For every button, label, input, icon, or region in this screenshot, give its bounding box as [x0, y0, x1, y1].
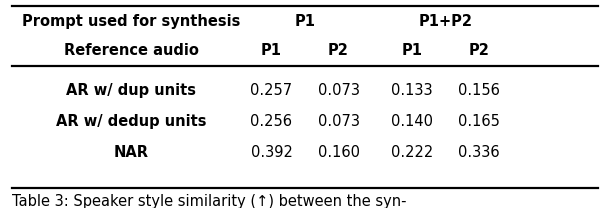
Text: AR w/ dup units: AR w/ dup units — [66, 83, 196, 98]
Text: 0.256: 0.256 — [251, 114, 292, 129]
Text: 0.156: 0.156 — [458, 83, 500, 98]
Text: 0.140: 0.140 — [391, 114, 432, 129]
Text: 0.336: 0.336 — [458, 145, 500, 160]
Text: NAR: NAR — [113, 145, 149, 160]
Text: P2: P2 — [468, 43, 489, 58]
Text: Reference audio: Reference audio — [63, 43, 199, 58]
Text: 0.160: 0.160 — [318, 145, 359, 160]
Text: P1: P1 — [401, 43, 422, 58]
Text: 0.165: 0.165 — [458, 114, 500, 129]
Text: 0.257: 0.257 — [250, 83, 293, 98]
Text: P2: P2 — [328, 43, 349, 58]
Text: P1+P2: P1+P2 — [418, 14, 472, 29]
Text: AR w/ dedup units: AR w/ dedup units — [56, 114, 206, 129]
Text: P1: P1 — [261, 43, 282, 58]
Text: Prompt used for synthesis: Prompt used for synthesis — [22, 14, 240, 29]
Text: 0.073: 0.073 — [318, 114, 359, 129]
Text: 0.133: 0.133 — [391, 83, 432, 98]
Text: 0.222: 0.222 — [390, 145, 433, 160]
Text: Table 3: Speaker style similarity (↑) between the syn-: Table 3: Speaker style similarity (↑) be… — [12, 194, 407, 208]
Text: 0.392: 0.392 — [251, 145, 292, 160]
Text: 0.073: 0.073 — [318, 83, 359, 98]
Text: P1: P1 — [295, 14, 315, 29]
